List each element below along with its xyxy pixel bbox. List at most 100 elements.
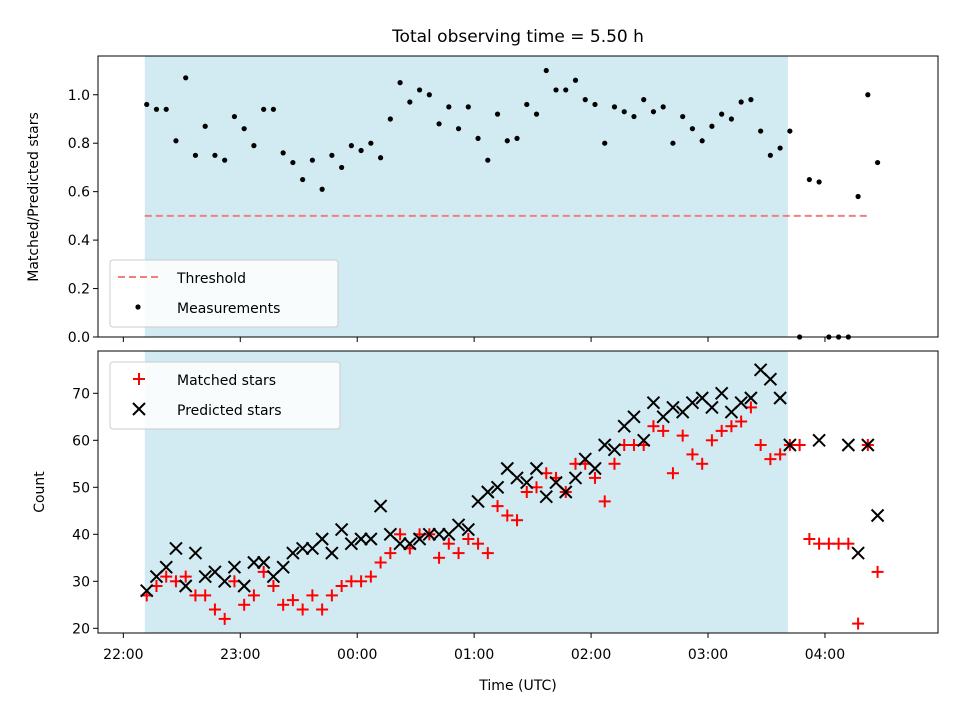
measurement-point [533, 111, 540, 117]
predicted-star-marker [646, 395, 661, 410]
matched-star-marker [335, 580, 348, 592]
predicted-star-marker [734, 395, 748, 410]
measurement-point [202, 123, 208, 129]
predicted-star-marker [276, 560, 290, 574]
measurement-point [465, 104, 471, 110]
predicted-star-marker [481, 485, 495, 499]
predicted-star-marker [520, 475, 534, 490]
measurement-point [874, 159, 881, 166]
matched-star-marker [277, 598, 290, 611]
matched-star-marker [588, 471, 601, 484]
measurement-point [348, 143, 354, 149]
matched-star-marker [462, 533, 475, 545]
predicted-star-marker [714, 386, 729, 401]
matched-star-marker [355, 575, 368, 588]
measurement-point [280, 150, 286, 156]
measurement-point [290, 159, 296, 166]
measurement-point [553, 87, 559, 93]
predicted-star-marker [568, 471, 583, 485]
matched-star-marker [705, 434, 718, 447]
matched-star-marker [725, 420, 738, 433]
matched-star-marker [267, 580, 280, 592]
measurement-point [758, 128, 764, 134]
matched-star-marker [286, 594, 299, 607]
predicted-star-marker [403, 536, 417, 551]
matched-star-marker [647, 420, 660, 433]
predicted-star-marker [607, 442, 622, 457]
predicted-star-marker [870, 508, 885, 523]
measurement-point [806, 176, 812, 183]
measurement-point [368, 140, 374, 146]
measurement-point [524, 101, 530, 108]
measurement-point [319, 186, 325, 192]
measurement-point [241, 126, 247, 132]
matched-star-marker [452, 547, 465, 560]
matched-star-marker [491, 500, 504, 513]
bottom-y-tick-label: 30 [72, 574, 90, 590]
measurement-point [660, 104, 666, 110]
matched-star-marker [511, 514, 524, 527]
measurements-legend-swatch [135, 304, 141, 310]
measurement-point [680, 113, 686, 120]
predicted-star-marker [198, 569, 212, 584]
bottom-x-tick-label: 01:00 [454, 647, 494, 663]
panel-top: 0.0 0.2 0.4 0.6 0.8 1.0 Matched/Predicted sta… [26, 55, 939, 346]
matched-star-marker [306, 589, 319, 602]
matched-star-marker [501, 509, 514, 522]
predicted-star-marker [159, 560, 173, 574]
bottom-x-tick-label: 22:00 [103, 647, 143, 663]
measurement-point [582, 97, 588, 103]
predicted-star-marker [812, 433, 826, 448]
predicted-star-marker [559, 485, 573, 499]
top-y-tick-label: 0.2 [68, 282, 90, 298]
measurement-point [621, 109, 627, 115]
measurement-point [475, 135, 481, 141]
matched-star-marker [199, 589, 212, 602]
measurement-point [358, 147, 364, 154]
predicted-star-marker [344, 536, 359, 551]
top-plot-frame [97, 55, 939, 338]
measurement-point [572, 77, 579, 83]
top-y-tick-label: 1.0 [68, 88, 90, 104]
matched-star-marker [676, 429, 689, 442]
measurement-point [436, 121, 442, 127]
bottom-legend-box [109, 361, 341, 430]
measurement-point [231, 113, 238, 120]
matched-star-marker [442, 537, 455, 550]
predicted-star-marker [169, 541, 183, 556]
predicted-star-marker [334, 522, 349, 537]
measurement-point [602, 140, 608, 146]
measurement-point [163, 106, 169, 112]
predicted-star-marker [461, 522, 476, 537]
top-y-axis-label: Matched/Predicted stars [26, 112, 42, 282]
predicted-star-marker [364, 532, 378, 546]
measurement-point [426, 92, 432, 98]
matched-star-marker [384, 547, 397, 560]
top-y-tick-label: 0.0 [68, 330, 90, 346]
predicted-star-marker [178, 579, 193, 593]
predicted-star-marker [841, 438, 856, 452]
predicted-legend-swatch [132, 402, 146, 416]
predicted-star-marker [237, 579, 251, 593]
predicted-star-marker [188, 546, 203, 560]
matched-legend-label: Matched stars [177, 373, 276, 389]
measurement-point [270, 106, 277, 112]
measurement-point [748, 97, 754, 103]
predicted-star-marker [286, 546, 300, 560]
predicted-star-marker [451, 518, 466, 532]
panel-bottom: 20 30 40 50 60 70 22:00 23:00 00:00 01:00 02:00 03… [32, 350, 939, 694]
measurement-point [300, 176, 306, 183]
matched-star-marker [218, 612, 231, 625]
predicted-star-marker [227, 560, 242, 574]
matched-star-marker [686, 448, 699, 461]
top-y-tick-label: 0.8 [68, 136, 90, 152]
matched-star-marker [472, 537, 485, 550]
measurement-point [446, 104, 452, 110]
bottom-x-axis-label: Time (UTC) [478, 678, 556, 694]
predicted-star-marker [510, 471, 524, 485]
predicted-star-marker [763, 372, 778, 386]
bottom-x-tick-label: 23:00 [220, 647, 260, 663]
top-y-axis: 0.0 0.2 0.4 0.6 0.8 1.0 [68, 88, 98, 346]
matched-star-marker [793, 439, 806, 451]
predicted-star-marker [773, 391, 787, 405]
